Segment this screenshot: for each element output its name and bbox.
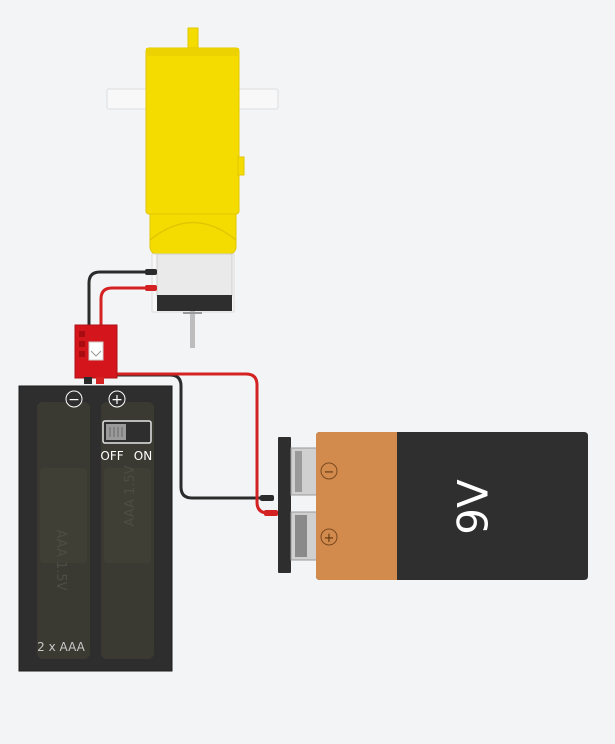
battery-9v-minus-symbol: − <box>324 465 335 480</box>
motor-gearbox-bottom <box>149 213 237 255</box>
connector-latch <box>88 341 104 361</box>
dc-motor[interactable] <box>106 27 279 348</box>
switch-slider[interactable] <box>106 424 126 440</box>
wire-9v-black[interactable] <box>106 373 264 500</box>
aaa-cell-right: AAA 1.5V <box>101 402 154 659</box>
pack-minus-terminal <box>65 390 83 408</box>
aaa-cell-right-label: AAA 1.5V <box>123 465 138 526</box>
motor-gearbox-curve <box>149 221 237 241</box>
battery-9v-wire-plug-black[interactable] <box>260 495 274 501</box>
battery-9v-wire-plug-red[interactable] <box>264 510 278 516</box>
pack-plus-terminal <box>108 390 126 408</box>
aaa-cell-left: AAA 1.5V <box>37 402 90 659</box>
wire-motor-red[interactable] <box>99 286 152 332</box>
wire-9v-red[interactable] <box>106 372 270 515</box>
wires <box>87 270 270 515</box>
battery-9v-voltage-label: 9V <box>449 479 498 535</box>
battery-9v[interactable]: − + 9V <box>260 432 588 580</box>
motor-shaft-bottom <box>190 311 195 348</box>
motor-can <box>156 253 233 297</box>
motor-gearbox <box>145 47 240 215</box>
wire-motor-black[interactable] <box>87 270 152 384</box>
switch-on-label: ON <box>134 449 152 463</box>
battery-9v-clip-plate <box>278 437 291 573</box>
motor-shaft-top <box>187 27 199 51</box>
switch-off-label: OFF <box>100 449 123 463</box>
motor-gearbox-topband <box>146 48 239 56</box>
motor-terminal-red[interactable] <box>145 285 157 291</box>
pack-power-switch[interactable] <box>102 420 152 444</box>
motor-terminal-black[interactable] <box>145 269 157 275</box>
motor-side-tab <box>237 156 245 176</box>
battery-9v-copper-band <box>316 432 397 580</box>
aaa-cell-left-label: AAA 1.5V <box>53 529 68 590</box>
battery-9v-plus-symbol: + <box>324 531 335 546</box>
battery-9v-plus-mark <box>320 528 338 546</box>
wire-connector[interactable] <box>74 324 118 384</box>
pack-plus-symbol: + <box>111 392 123 408</box>
aaa-battery-pack[interactable]: AAA 1.5V AAA 1.5V − + OFF ON 2 x AAA <box>18 385 173 672</box>
battery-9v-minus-mark <box>320 462 338 480</box>
pack-minus-symbol: − <box>68 392 80 408</box>
battery-count-label: 2 x AAA <box>37 640 85 654</box>
motor-can-base <box>157 295 232 311</box>
